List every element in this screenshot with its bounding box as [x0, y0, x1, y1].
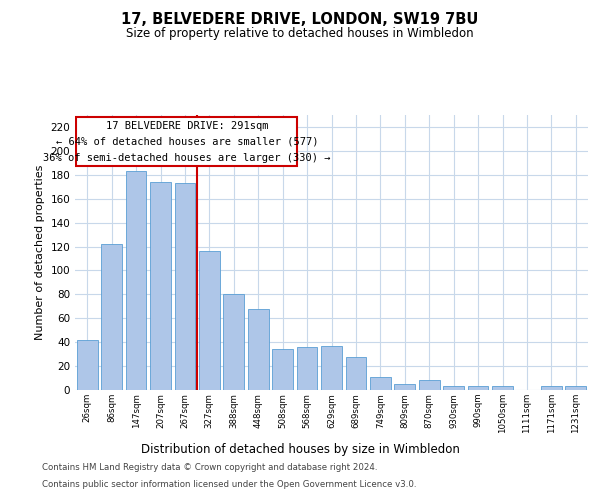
Bar — [272, 350, 293, 390]
Text: Contains HM Land Registry data © Crown copyright and database right 2024.: Contains HM Land Registry data © Crown c… — [42, 464, 377, 472]
Bar — [101, 244, 122, 390]
Y-axis label: Number of detached properties: Number of detached properties — [35, 165, 45, 340]
Bar — [492, 386, 513, 390]
Bar — [199, 252, 220, 390]
Text: Size of property relative to detached houses in Wimbledon: Size of property relative to detached ho… — [126, 28, 474, 40]
Text: Contains public sector information licensed under the Open Government Licence v3: Contains public sector information licen… — [42, 480, 416, 489]
Bar — [370, 377, 391, 390]
Bar — [541, 386, 562, 390]
Bar — [565, 386, 586, 390]
Bar — [175, 183, 196, 390]
Bar — [76, 118, 297, 166]
Bar — [150, 182, 171, 390]
Bar — [296, 347, 317, 390]
Bar — [77, 340, 98, 390]
Bar — [321, 346, 342, 390]
Text: 17, BELVEDERE DRIVE, LONDON, SW19 7BU: 17, BELVEDERE DRIVE, LONDON, SW19 7BU — [121, 12, 479, 28]
Bar — [223, 294, 244, 390]
Bar — [394, 384, 415, 390]
Text: 17 BELVEDERE DRIVE: 291sqm: 17 BELVEDERE DRIVE: 291sqm — [106, 120, 268, 130]
Bar — [346, 356, 367, 390]
Text: 36% of semi-detached houses are larger (330) →: 36% of semi-detached houses are larger (… — [43, 153, 331, 163]
Bar — [443, 386, 464, 390]
Bar — [125, 171, 146, 390]
Bar — [419, 380, 440, 390]
Bar — [248, 308, 269, 390]
Text: Distribution of detached houses by size in Wimbledon: Distribution of detached houses by size … — [140, 442, 460, 456]
Text: ← 64% of detached houses are smaller (577): ← 64% of detached houses are smaller (57… — [56, 137, 318, 147]
Bar — [467, 386, 488, 390]
